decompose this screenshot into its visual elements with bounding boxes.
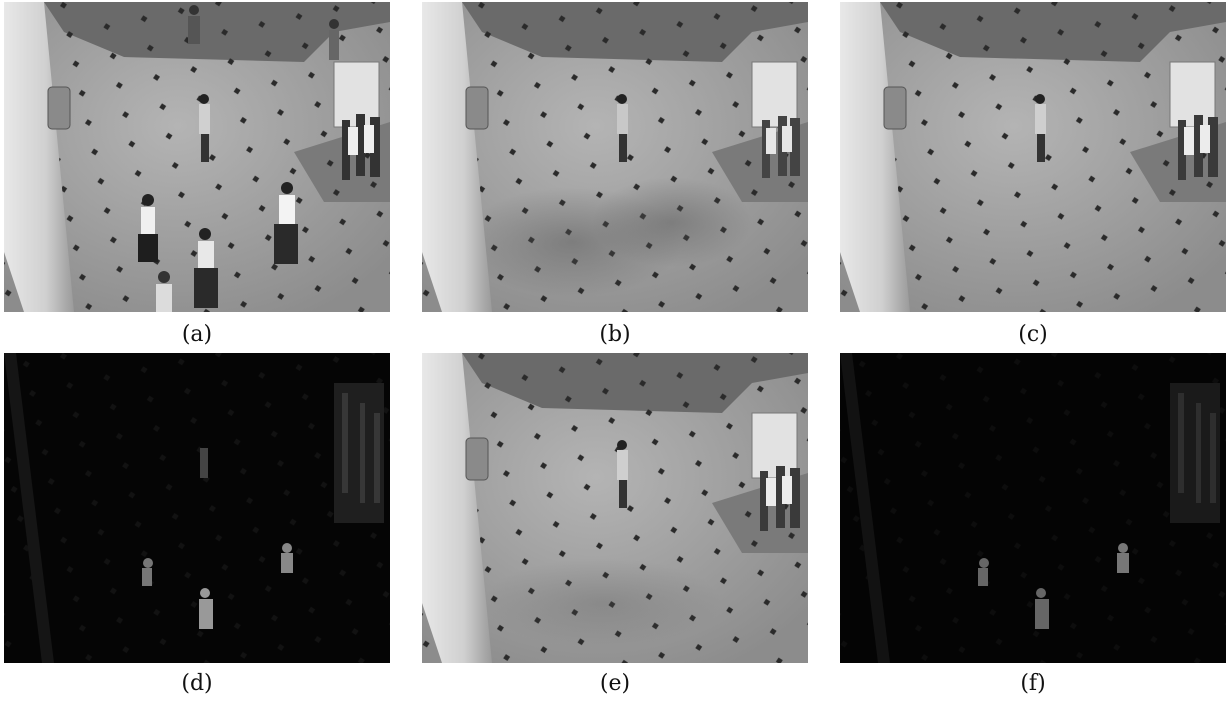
mall-scene-background-e bbox=[422, 353, 808, 663]
foreground-residual-f bbox=[840, 353, 1226, 663]
mall-scene-original bbox=[4, 2, 390, 312]
mall-scene-background-b bbox=[422, 2, 808, 312]
caption-f: (f) bbox=[1020, 671, 1046, 696]
caption-c: (c) bbox=[1018, 322, 1048, 347]
caption-b: (b) bbox=[599, 322, 631, 347]
panel-a: (a) bbox=[4, 2, 390, 347]
caption-e: (e) bbox=[599, 671, 631, 696]
panel-f: (f) bbox=[840, 353, 1226, 696]
panel-c: (c) bbox=[840, 2, 1226, 347]
foreground-residual-d bbox=[4, 353, 390, 663]
panel-c-image bbox=[840, 2, 1226, 312]
panel-d: (d) bbox=[4, 353, 390, 696]
panel-e-image bbox=[422, 353, 808, 663]
caption-d: (d) bbox=[181, 671, 213, 696]
mall-scene-background-c bbox=[840, 2, 1226, 312]
panel-b: (b) bbox=[422, 2, 808, 347]
panel-f-image bbox=[840, 353, 1226, 663]
panel-b-image bbox=[422, 2, 808, 312]
panel-a-image bbox=[4, 2, 390, 312]
caption-a: (a) bbox=[181, 322, 213, 347]
panel-d-image bbox=[4, 353, 390, 663]
panel-e: (e) bbox=[422, 353, 808, 696]
